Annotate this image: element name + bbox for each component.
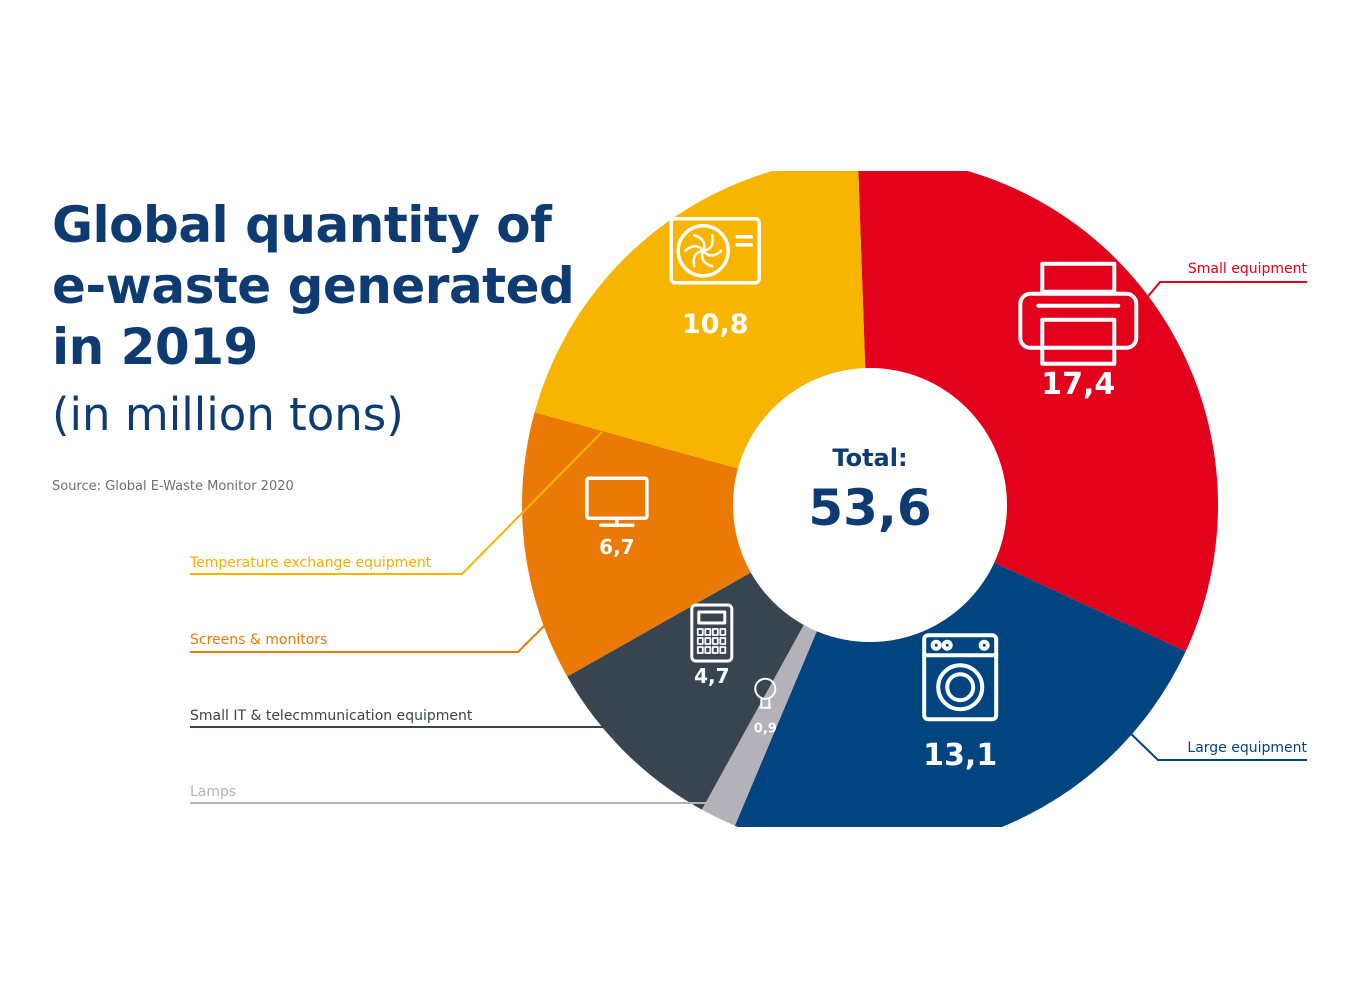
air-conditioner-icon [669, 217, 761, 285]
value-label-large-equipment: 13,1 [923, 738, 997, 773]
title-line-1: Global quantity of [52, 196, 552, 254]
slice-value-labels: 17,4 13,1 0,9 4,7 6,7 10,8 [599, 309, 1115, 773]
legend-label-screens-monitors: Screens & monitors [190, 632, 327, 648]
donut-hole [733, 368, 1007, 642]
light-bulb-icon [754, 677, 777, 709]
washing-machine-icon [922, 633, 999, 722]
source-note: Source: Global E-Waste Monitor 2020 [52, 479, 294, 494]
slice-icons [585, 217, 1139, 722]
printer-icon [1018, 261, 1139, 366]
value-label-small-it-telecmmunication-equipment: 4,7 [694, 664, 729, 688]
value-label-temperature-exchange-equipment: 10,8 [682, 309, 749, 340]
total-label: Total: [832, 444, 907, 472]
legend-label-temperature-exchange-equipment: Temperature exchange equipment [189, 555, 432, 571]
total-value: 53,6 [808, 479, 931, 537]
legend-leader-lines: Small equipment Large equipment Lamps Small… [189, 261, 1308, 804]
chart-subtitle: (in million tons) [52, 388, 404, 441]
leader-line-temperature-exchange-equipment [190, 431, 603, 575]
legend-label-small-it-telecmmunication-equipment: Small IT & telecmmunication equipment [190, 708, 473, 724]
title-line-2: e-waste generated [52, 257, 575, 315]
leader-line-screens-monitors [190, 617, 553, 653]
legend-label-lamps: Lamps [190, 784, 236, 800]
leader-line-small-equipment [1144, 281, 1307, 301]
value-label-screens-monitors: 6,7 [599, 535, 634, 559]
leader-line-large-equipment [1124, 727, 1307, 761]
legend-label-small-equipment: Small equipment [1188, 261, 1308, 277]
title-line-3: in 2019 [52, 318, 258, 376]
monitor-icon [585, 476, 649, 527]
chart-title: Global quantity of e-waste generated in … [52, 195, 575, 378]
legend-label-large-equipment: Large equipment [1187, 740, 1307, 756]
value-label-lamps: 0,9 [754, 722, 777, 737]
calculator-icon [690, 603, 734, 663]
value-label-small-equipment: 17,4 [1041, 367, 1115, 402]
